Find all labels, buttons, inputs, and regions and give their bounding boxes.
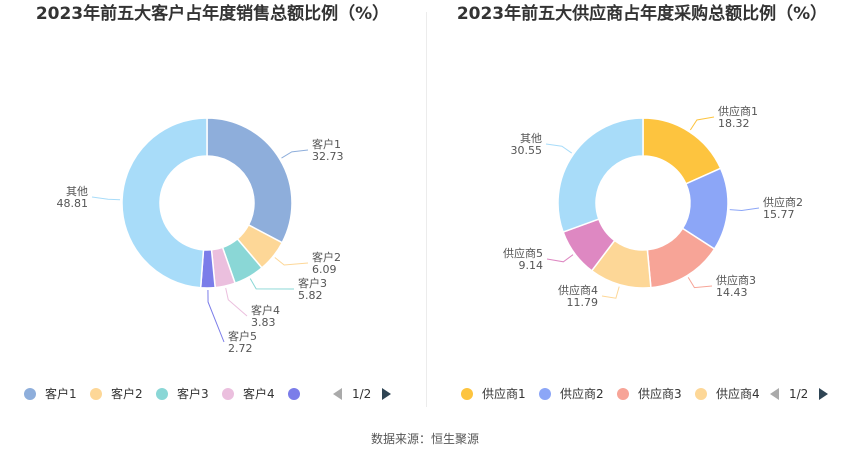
leader-line-4 — [601, 286, 620, 299]
legend-label: 客户3 — [177, 387, 209, 401]
slice-label-4: 供应商4 — [558, 283, 598, 297]
legend-label: 客户1 — [45, 387, 77, 401]
leader-line-5 — [546, 254, 574, 263]
slice-label-2: 供应商2 — [763, 195, 803, 209]
chart-title: 2023年前五大客户占年度销售总额比例（%） — [35, 4, 390, 24]
legend-label: 客户2 — [111, 387, 143, 401]
slice-label-1: 供应商1 — [718, 104, 758, 118]
slice-label-4: 客户4 — [251, 303, 280, 317]
slice-label-6: 其他 — [520, 132, 542, 145]
slice-label-5: 客户5 — [228, 329, 257, 343]
slice-label-3: 客户3 — [298, 276, 327, 290]
slice-label-2: 客户2 — [312, 250, 341, 264]
leader-line-6 — [545, 143, 573, 154]
slice-value-3: 14.43 — [716, 286, 748, 299]
legend-marker — [222, 388, 234, 400]
legend-marker — [461, 388, 473, 400]
legend-marker — [24, 388, 36, 400]
legend-items: 客户1 客户2 客户3 客户4 客 — [0, 385, 308, 403]
slice-label-6: 其他 — [66, 185, 88, 198]
legend-prev-page-icon[interactable] — [333, 388, 342, 400]
donut-slice-1[interactable] — [206, 117, 293, 244]
slice-value-4: 3.83 — [251, 316, 276, 329]
leader-line-2 — [729, 207, 760, 211]
sales-chart-panel: 2023年前五大客户占年度销售总额比例（%） 客户1 32.73 客户2 6.09 客户… — [0, 0, 425, 410]
slice-label-3: 供应商3 — [716, 273, 756, 287]
slice-value-4: 11.79 — [567, 296, 599, 309]
slice-label-5: 供应商5 — [503, 246, 543, 260]
legend-item-3[interactable]: 客户3 — [156, 385, 209, 403]
legend-marker — [90, 388, 102, 400]
leader-line-6 — [91, 196, 121, 201]
purchase-chart-panel: 2023年前五大供应商占年度采购总额比例（%） 供应商1 18.32 供应商2 15.… — [425, 0, 850, 410]
legend-page-indicator: 1/2 — [789, 387, 809, 401]
leader-line-1 — [689, 116, 715, 131]
chart-legend: 客户1 客户2 客户3 客户4 客 1/2 — [0, 385, 425, 403]
legend-item-3[interactable]: 供应商3 — [617, 385, 682, 403]
legend-item-4[interactable]: 供应商4 — [695, 385, 760, 403]
legend-label: 供应商4 — [716, 387, 760, 401]
legend-label: 客户4 — [243, 387, 275, 401]
slice-value-1: 18.32 — [718, 117, 750, 130]
legend-item-2[interactable]: 供应商2 — [539, 385, 604, 403]
leader-line-5 — [207, 289, 225, 343]
leader-line-1 — [281, 149, 309, 159]
leader-line-2 — [274, 257, 309, 266]
slice-value-1: 32.73 — [312, 150, 344, 163]
chart-title: 2023年前五大供应商占年度采购总额比例（%） — [456, 4, 828, 24]
legend-marker — [539, 388, 551, 400]
slice-value-3: 5.82 — [298, 289, 323, 302]
legend-marker — [617, 388, 629, 400]
legend-prev-page-icon[interactable] — [770, 388, 779, 400]
slice-value-5: 9.14 — [519, 259, 544, 272]
legend-marker — [156, 388, 168, 400]
legend-item-1[interactable]: 客户1 — [24, 385, 77, 403]
leader-line-3 — [687, 277, 713, 289]
legend-item-5[interactable]: 客 — [288, 385, 308, 403]
legend-label: 供应商3 — [638, 387, 682, 401]
donut-slice-6[interactable] — [121, 117, 208, 289]
legend-item-1[interactable]: 供应商1 — [461, 385, 526, 403]
legend-label: 供应商1 — [482, 387, 526, 401]
legend-items: 供应商1 供应商2 供应商3 供应商4 — [425, 385, 763, 403]
legend-marker — [288, 388, 300, 400]
legend-item-2[interactable]: 客户2 — [90, 385, 143, 403]
slice-value-6: 48.81 — [57, 197, 89, 210]
legend-next-page-icon[interactable] — [819, 388, 828, 400]
slice-value-2: 6.09 — [312, 263, 337, 276]
panel-divider — [426, 12, 427, 407]
donut-slice-6[interactable] — [557, 117, 644, 234]
legend-next-page-icon[interactable] — [382, 388, 391, 400]
chart-legend: 供应商1 供应商2 供应商3 供应商4 1/2 — [425, 385, 850, 403]
leader-line-3 — [249, 278, 295, 290]
legend-label: 供应商2 — [560, 387, 604, 401]
legend-item-4[interactable]: 客户4 — [222, 385, 275, 403]
leader-line-4 — [225, 287, 248, 317]
slice-label-1: 客户1 — [312, 137, 341, 151]
data-source-footer: 数据来源：恒生聚源 — [370, 432, 479, 446]
slice-value-6: 30.55 — [511, 144, 543, 157]
legend-marker — [695, 388, 707, 400]
slice-value-5: 2.72 — [228, 342, 253, 355]
slice-value-2: 15.77 — [763, 208, 795, 221]
legend-page-indicator: 1/2 — [352, 387, 372, 401]
